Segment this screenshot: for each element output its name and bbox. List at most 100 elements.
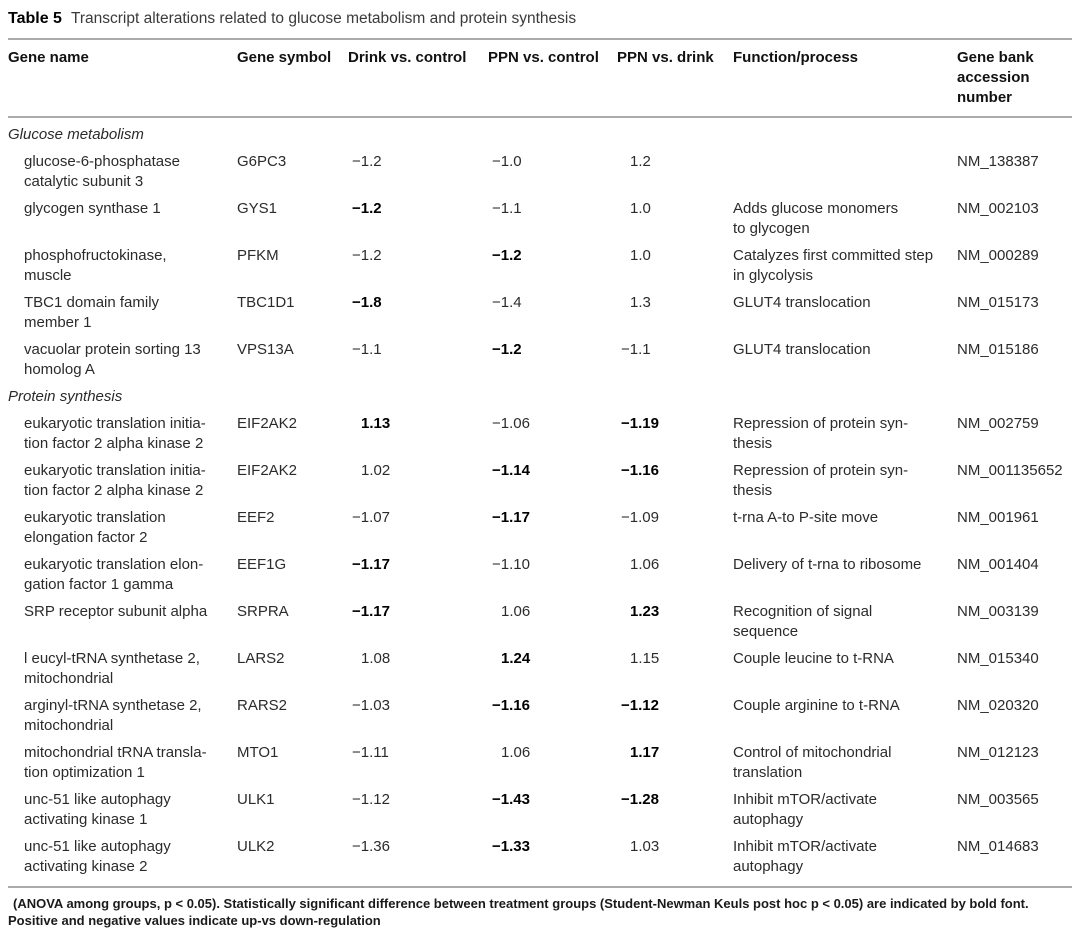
gene-row-pfkm: phosphofructokinase, muscle PFKM −1.2 −1… <box>8 239 1072 286</box>
gene-row-rars2: arginyl-tRNA synthetase 2, mitochondrial… <box>8 689 1072 736</box>
ppn-vs-drink-cell: 1.15 <box>630 650 660 667</box>
drink-vs-control-cell: −1.03 <box>352 697 390 714</box>
gene-symbol-cell: TBC1D1 <box>237 294 295 311</box>
accession-cell: NM_015340 <box>957 650 1039 667</box>
drink-vs-control-cell: −1.11 <box>352 744 389 761</box>
function-cell: Delivery of t-rna to ribosome <box>733 556 922 573</box>
gene-name-cell: arginyl-tRNA synthetase 2, mitochondrial <box>24 697 202 734</box>
gene-name-cell: glycogen synthase 1 <box>24 200 161 217</box>
col-header-gene-symbol: Gene symbol <box>237 39 348 118</box>
table-header: Gene name Gene symbol Drink vs. control … <box>8 39 1072 118</box>
function-cell: Control of mitochondrial translation <box>733 744 892 781</box>
drink-vs-control-cell: −1.2 <box>352 200 382 217</box>
gene-row-tbc1d1: TBC1 domain family member 1 TBC1D1 −1.8 … <box>8 286 1072 333</box>
drink-vs-control-cell: 1.08 <box>361 650 391 667</box>
footnote-line-1: (ANOVA among groups, p < 0.05). Statisti… <box>13 896 1029 911</box>
function-cell: Repression of protein syn- thesis <box>733 462 909 499</box>
accession-cell: NM_003565 <box>957 791 1039 808</box>
gene-name-cell: vacuolar protein sorting 13 homolog A <box>24 341 201 378</box>
gene-name-cell: mitochondrial tRNA transla- tion optimiz… <box>24 744 207 781</box>
ppn-vs-control-cell: 1.24 <box>501 650 531 667</box>
gene-row-vps13a: vacuolar protein sorting 13 homolog A VP… <box>8 333 1072 380</box>
col-header-ppn-vs-control: PPN vs. control <box>488 39 617 118</box>
gene-row-eif2ak2-b: eukaryotic translation initia- tion fact… <box>8 454 1072 501</box>
gene-name-cell: eukaryotic translation initia- tion fact… <box>24 415 206 452</box>
drink-vs-control-cell: −1.07 <box>352 509 390 526</box>
ppn-vs-drink-cell: −1.19 <box>621 415 659 432</box>
gene-row-g6pc3: glucose-6-phosphatase catalytic subunit … <box>8 145 1072 192</box>
header-row: Gene name Gene symbol Drink vs. control … <box>8 39 1072 118</box>
accession-cell: NM_138387 <box>957 153 1039 170</box>
ppn-vs-drink-cell: 1.17 <box>630 744 660 761</box>
accession-cell: NM_020320 <box>957 697 1039 714</box>
gene-name-cell: SRP receptor subunit alpha <box>24 603 208 620</box>
gene-row-eef1g: eukaryotic translation elon- gation fact… <box>8 548 1072 595</box>
gene-symbol-cell: EEF2 <box>237 509 275 526</box>
gene-symbol-cell: ULK1 <box>237 791 275 808</box>
footnote-line-2: Positive and negative values indicate up… <box>8 913 381 928</box>
ppn-vs-drink-cell: 1.0 <box>630 200 651 217</box>
ppn-vs-drink-cell: −1.12 <box>621 697 659 714</box>
col-header-function-process: Function/process <box>733 39 957 118</box>
ppn-vs-drink-cell: −1.16 <box>621 462 659 479</box>
ppn-vs-control-cell: −1.06 <box>492 415 530 432</box>
gene-row-lars2: l eucyl-tRNA synthetase 2, mitochondrial… <box>8 642 1072 689</box>
ppn-vs-drink-cell: 1.2 <box>630 153 651 170</box>
function-cell: GLUT4 translocation <box>733 341 871 358</box>
function-cell <box>733 145 957 192</box>
ppn-vs-control-cell: −1.4 <box>492 294 522 311</box>
function-cell: Recognition of signal sequence <box>733 603 873 640</box>
function-cell: Couple arginine to t-RNA <box>733 697 900 714</box>
table-footnote: (ANOVA among groups, p < 0.05). Statisti… <box>8 886 1072 929</box>
accession-cell: NM_003139 <box>957 603 1039 620</box>
accession-cell: NM_000289 <box>957 247 1039 264</box>
function-cell: Adds glucose monomers to glycogen <box>733 200 899 237</box>
accession-cell: NM_002103 <box>957 200 1039 217</box>
section-row-glucose-metabolism: Glucose metabolism <box>8 117 1072 145</box>
gene-row-mto1: mitochondrial tRNA transla- tion optimiz… <box>8 736 1072 783</box>
drink-vs-control-cell: −1.8 <box>352 294 382 311</box>
drink-vs-control-cell: −1.2 <box>352 247 382 264</box>
gene-name-cell: eukaryotic translation elon- gation fact… <box>24 556 204 593</box>
ppn-vs-drink-cell: 1.06 <box>630 556 660 573</box>
accession-cell: NM_014683 <box>957 838 1039 855</box>
gene-row-eef2: eukaryotic translation elongation factor… <box>8 501 1072 548</box>
accession-cell: NM_001404 <box>957 556 1039 573</box>
function-cell: Couple leucine to t-RNA <box>733 650 894 667</box>
gene-symbol-cell: LARS2 <box>237 650 285 667</box>
table-title: Table 5 Transcript alterations related to… <box>8 9 1072 29</box>
col-header-gene-name: Gene name <box>8 39 237 118</box>
col-header-accession-number: Gene bank accession number <box>957 39 1072 118</box>
function-cell: Inhibit mTOR/activate autophagy <box>733 791 877 828</box>
ppn-vs-drink-cell: −1.09 <box>621 509 659 526</box>
function-cell: Catalyzes first committed step in glycol… <box>733 247 934 284</box>
gene-name-cell: phosphofructokinase, muscle <box>24 247 167 284</box>
gene-symbol-cell: GYS1 <box>237 200 278 217</box>
gene-symbol-cell: PFKM <box>237 247 279 264</box>
gene-symbol-cell: EIF2AK2 <box>237 415 298 432</box>
col-header-ppn-vs-drink: PPN vs. drink <box>617 39 733 118</box>
ppn-vs-drink-cell: 1.23 <box>630 603 660 620</box>
function-cell: Repression of protein syn- thesis <box>733 415 909 452</box>
gene-symbol-cell: ULK2 <box>237 838 275 855</box>
ppn-vs-control-cell: −1.0 <box>492 153 522 170</box>
gene-name-cell: unc-51 like autophagy activating kinase … <box>24 838 171 875</box>
ppn-vs-control-cell: 1.06 <box>501 603 531 620</box>
ppn-vs-control-cell: −1.10 <box>492 556 530 573</box>
accession-cell: NM_001961 <box>957 509 1039 526</box>
function-cell: GLUT4 translocation <box>733 294 871 311</box>
ppn-vs-control-cell: −1.2 <box>492 341 522 358</box>
accession-cell: NM_012123 <box>957 744 1039 761</box>
ppn-vs-control-cell: −1.16 <box>492 697 530 714</box>
section-header: Glucose metabolism <box>8 126 144 143</box>
gene-row-gys1: glycogen synthase 1 GYS1 −1.2 −1.1 1.0 A… <box>8 192 1072 239</box>
drink-vs-control-cell: −1.2 <box>352 153 382 170</box>
ppn-vs-drink-cell: −1.1 <box>621 341 651 358</box>
drink-vs-control-cell: 1.13 <box>361 415 391 432</box>
ppn-vs-control-cell: −1.14 <box>492 462 530 479</box>
drink-vs-control-cell: −1.12 <box>352 791 390 808</box>
ppn-vs-drink-cell: 1.03 <box>630 838 660 855</box>
ppn-vs-control-cell: −1.1 <box>492 200 522 217</box>
gene-row-ulk1: unc-51 like autophagy activating kinase … <box>8 783 1072 830</box>
